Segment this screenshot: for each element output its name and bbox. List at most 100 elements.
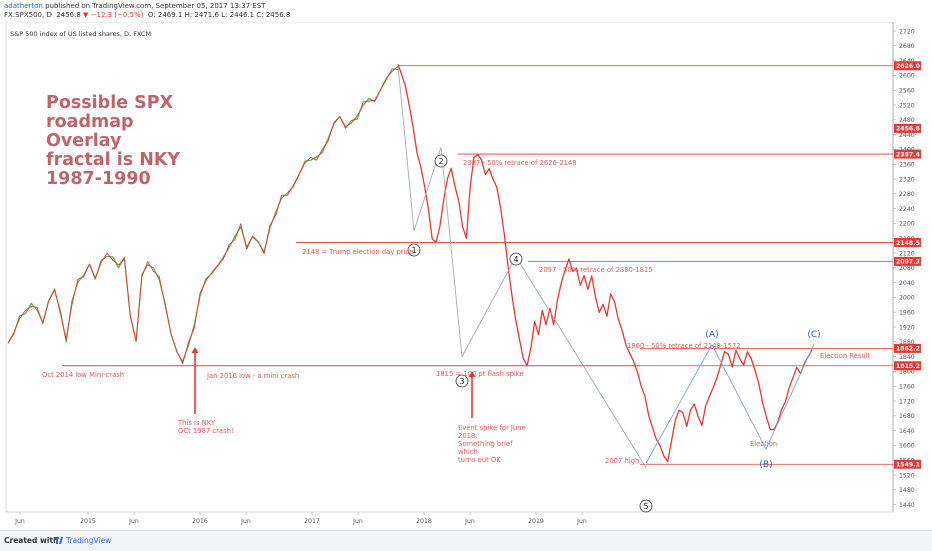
y-tick-label: 1920 bbox=[899, 324, 915, 331]
price-badge bbox=[894, 123, 921, 133]
y-tick-label: 2680 bbox=[899, 43, 915, 50]
x-tick-label: 2018 bbox=[416, 518, 432, 525]
y-tick-label: 2520 bbox=[899, 102, 915, 109]
annotation-oct-2014: Oct 2014 low Mini-crash bbox=[42, 371, 124, 379]
x-tick-label: 2019 bbox=[528, 518, 544, 525]
tradingview-logo-icon bbox=[55, 537, 63, 544]
y-tick-label: 2440 bbox=[899, 132, 915, 139]
y-tick-label: 1800 bbox=[899, 369, 915, 376]
abc-label: (B) bbox=[759, 460, 772, 470]
wave-circle-4 bbox=[509, 252, 523, 266]
ohlc-values: O: 2469.1 H: 2471.6 L: 2446.1 C: 2456.8 bbox=[147, 11, 291, 19]
y-tick-label: 2280 bbox=[899, 191, 915, 198]
price-badge bbox=[894, 343, 921, 353]
annotation-jan-2016: Jan 2016 low - a mini crash bbox=[206, 372, 299, 380]
y-tick-label: 1840 bbox=[899, 354, 915, 361]
y-tick-label: 2720 bbox=[899, 28, 915, 35]
headline-text: 1987-1990 bbox=[46, 169, 151, 189]
wave-label-5: 5 bbox=[643, 502, 648, 511]
price-badge bbox=[894, 149, 921, 159]
y-tick-label: 1720 bbox=[899, 398, 915, 405]
footer: Created with TradingView bbox=[0, 530, 932, 551]
y-tick-label: 1760 bbox=[899, 384, 915, 391]
annotation-trump: 2148 = Trump election day price bbox=[302, 248, 413, 256]
y-tick-label: 1680 bbox=[899, 413, 915, 420]
wave-circle-3 bbox=[455, 374, 469, 388]
annotation-retrace-2: 2097 - 50% retrace of 2380-1815 bbox=[539, 266, 653, 274]
wave-label-3: 3 bbox=[459, 377, 464, 386]
plot-frame bbox=[5, 22, 894, 513]
price-badge-label: 2097.3 bbox=[896, 259, 920, 266]
annotation-event: Event spike for June bbox=[458, 424, 526, 432]
chart-header: adatherton published on TradingView.com,… bbox=[0, 0, 932, 22]
x-tick-label: Jun bbox=[464, 518, 475, 525]
y-tick-label: 2200 bbox=[899, 221, 915, 228]
event-arrow-head bbox=[468, 371, 476, 377]
y-tick-label: 2320 bbox=[899, 176, 915, 183]
publish-line: adatherton published on TradingView.com,… bbox=[4, 2, 265, 10]
price-series-projection bbox=[397, 64, 813, 463]
price-badge-label: 2148.5 bbox=[896, 240, 920, 247]
created-with-label: Created with bbox=[4, 536, 59, 545]
annotation-event: 2018. bbox=[458, 432, 477, 440]
wave-circle-2 bbox=[434, 154, 448, 168]
annotation-2007-high: 2007 high bbox=[605, 457, 639, 465]
y-tick-label: 1960 bbox=[899, 310, 915, 317]
y-tick-label: 2600 bbox=[899, 73, 915, 80]
wave-circle-5 bbox=[639, 499, 653, 513]
price-badge bbox=[894, 61, 921, 71]
price-badge-label: 2387.4 bbox=[896, 151, 921, 158]
x-tick-label: Jun bbox=[128, 518, 139, 525]
headline-text: Overlay bbox=[46, 131, 122, 151]
y-tick-label: 1520 bbox=[899, 472, 915, 479]
symbol-line: FX:SPX500, D 2456.8 ▼ −12.3 (−0.5%) O: 2… bbox=[4, 11, 290, 19]
x-tick-label: Jun bbox=[240, 518, 251, 525]
x-tick-label: 2016 bbox=[192, 518, 208, 525]
author-link[interactable]: adatherton bbox=[4, 2, 43, 10]
annotation-retrace-1: 2387 - 50% retrace of 2626-2148 bbox=[463, 159, 577, 167]
wave-label-4: 4 bbox=[513, 255, 518, 264]
y-tick-label: 1480 bbox=[899, 487, 915, 494]
annotation-event: Something brief bbox=[458, 440, 513, 448]
price-change: −12.3 (−0.5%) bbox=[90, 11, 144, 19]
abc-wave-lines bbox=[645, 343, 815, 464]
annotation-election: Election bbox=[750, 440, 777, 448]
x-tick-label: 2017 bbox=[304, 518, 320, 525]
x-tick-label: Jun bbox=[576, 518, 587, 525]
y-tick-label: 1640 bbox=[899, 428, 915, 435]
price-badge-label: 2456.8 bbox=[896, 126, 920, 133]
wave-label-1: 1 bbox=[411, 246, 416, 255]
y-tick-label: 1440 bbox=[899, 502, 915, 509]
wave-circle-1 bbox=[407, 243, 421, 257]
price-badge bbox=[894, 256, 921, 266]
headline-text: Possible SPX bbox=[46, 93, 174, 113]
annotation-nky: OCt 1987 crash! bbox=[178, 427, 234, 435]
y-tick-label: 1880 bbox=[899, 339, 915, 346]
y-tick-label: 2560 bbox=[899, 88, 915, 95]
y-tick-label: 2480 bbox=[899, 117, 915, 124]
chart-title: S&P 500 index of US listed shares, D, FX… bbox=[10, 30, 151, 38]
y-tick-label: 2080 bbox=[899, 265, 915, 272]
price-series-history-red bbox=[7, 68, 399, 365]
x-tick-label: Jun bbox=[14, 518, 25, 525]
chart-area[interactable]: S&P 500 index of US listed shares, D, FX… bbox=[0, 22, 932, 530]
abc-label: (A) bbox=[705, 330, 718, 340]
annotation-event: turns out OK bbox=[458, 456, 501, 464]
nky-arrow-head bbox=[191, 347, 199, 353]
y-tick-label: 2360 bbox=[899, 162, 915, 169]
y-tick-label: 2000 bbox=[899, 295, 915, 302]
tradingview-link[interactable]: TradingView bbox=[66, 536, 112, 545]
y-tick-label: 2120 bbox=[899, 250, 915, 257]
price-badge-label: 2626.0 bbox=[896, 63, 921, 70]
x-tick-label: 2015 bbox=[80, 518, 96, 525]
y-tick-label: 1600 bbox=[899, 443, 915, 450]
y-tick-label: 2240 bbox=[899, 206, 915, 213]
annotation-nky: This is NKY bbox=[177, 419, 216, 427]
annotation-retrace-3: 1860 - 50% retrace of 2148-1572 bbox=[627, 342, 741, 350]
elliott-wave-lines bbox=[397, 65, 647, 468]
down-arrow-icon: ▼ bbox=[83, 11, 89, 19]
price-badge bbox=[894, 237, 921, 247]
price-chart[interactable]: S&P 500 index of US listed shares, D, FX… bbox=[0, 22, 932, 530]
wave-label-2: 2 bbox=[438, 157, 443, 166]
x-tick-label: Jun bbox=[352, 518, 363, 525]
